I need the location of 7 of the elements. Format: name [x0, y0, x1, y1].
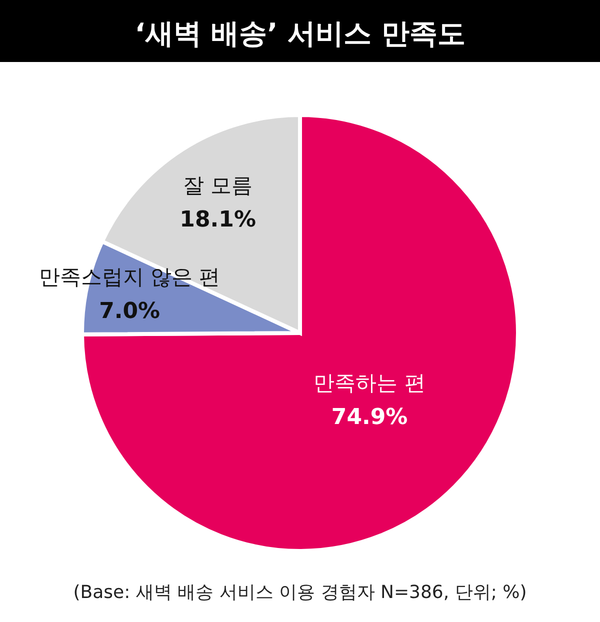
- data-label: 7.0%: [99, 299, 160, 324]
- data-label: 18.1%: [180, 207, 256, 232]
- chart-title: ‘새벽 배송’ 서비스 만족도: [134, 17, 466, 50]
- data-label: 74.9%: [331, 405, 408, 430]
- text: (Base: 새벽 배송 서비스 이용 경험자 N=386, 단위; %): [73, 582, 527, 603]
- slice-label: 만족하는 편: [314, 371, 426, 396]
- slice-label: 잘 모름: [182, 173, 253, 198]
